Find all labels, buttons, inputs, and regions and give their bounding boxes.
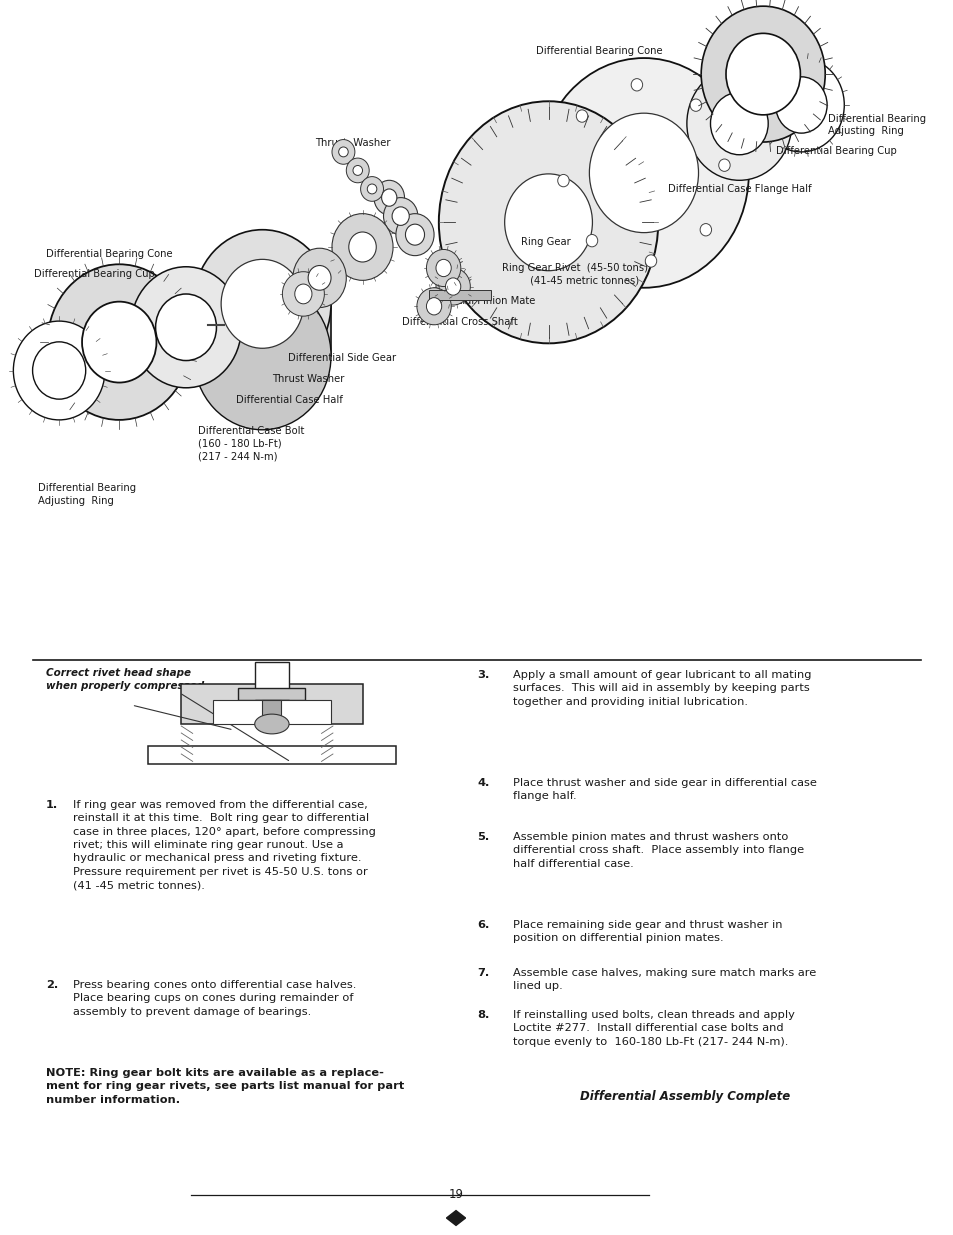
Ellipse shape — [445, 278, 460, 295]
Ellipse shape — [155, 294, 216, 361]
Ellipse shape — [360, 177, 383, 201]
Ellipse shape — [332, 214, 393, 280]
Bar — [254, 700, 289, 713]
Ellipse shape — [338, 147, 348, 157]
Ellipse shape — [32, 342, 86, 399]
Ellipse shape — [644, 254, 656, 267]
Text: Differential Pinion Mate: Differential Pinion Mate — [417, 296, 535, 306]
Text: Differential Case Bolt
(160 - 180 Lb-Ft)
(217 - 244 N-m): Differential Case Bolt (160 - 180 Lb-Ft)… — [198, 426, 305, 462]
Polygon shape — [446, 1210, 465, 1225]
Ellipse shape — [700, 224, 711, 236]
Text: Differential Case Flange Half: Differential Case Flange Half — [667, 184, 811, 194]
Text: Ring Gear: Ring Gear — [520, 237, 570, 247]
Ellipse shape — [576, 110, 587, 122]
Text: NOTE: Ring gear bolt kits are available as a replace-
ment for ring gear rivets,: NOTE: Ring gear bolt kits are available … — [46, 1068, 404, 1105]
Ellipse shape — [48, 264, 191, 420]
Text: Thrust  Washer: Thrust Washer — [314, 138, 390, 148]
Text: Differential Cross Shaft: Differential Cross Shaft — [401, 317, 517, 327]
Text: 7.: 7. — [476, 968, 489, 978]
Ellipse shape — [775, 77, 826, 133]
Ellipse shape — [346, 158, 369, 183]
Ellipse shape — [426, 249, 460, 287]
Text: 6.: 6. — [476, 920, 489, 930]
Ellipse shape — [293, 248, 346, 308]
Ellipse shape — [436, 259, 451, 277]
Bar — [254, 662, 289, 690]
Text: If ring gear was removed from the differential case,
reinstall it at this time. : If ring gear was removed from the differ… — [72, 800, 375, 890]
Bar — [429, 290, 491, 300]
Ellipse shape — [13, 321, 105, 420]
Ellipse shape — [710, 93, 767, 154]
Ellipse shape — [221, 259, 303, 348]
Ellipse shape — [131, 267, 241, 388]
Ellipse shape — [294, 284, 312, 304]
Text: 3.: 3. — [476, 671, 489, 680]
Text: Assemble case halves, making sure match marks are
lined up.: Assemble case halves, making sure match … — [513, 968, 816, 992]
Text: Differential Bearing Cone: Differential Bearing Cone — [536, 46, 662, 56]
Ellipse shape — [392, 206, 409, 226]
Bar — [193, 304, 331, 356]
Text: Differential Bearing Cup: Differential Bearing Cup — [34, 269, 155, 279]
Ellipse shape — [349, 232, 375, 262]
Text: Place remaining side gear and thrust washer in
position on differential pinion m: Place remaining side gear and thrust was… — [513, 920, 781, 944]
Ellipse shape — [758, 58, 843, 152]
Text: Apply a small amount of gear lubricant to all mating
surfaces.  This will aid in: Apply a small amount of gear lubricant t… — [513, 671, 811, 706]
Ellipse shape — [436, 268, 470, 305]
Ellipse shape — [254, 714, 289, 734]
Bar — [181, 684, 362, 724]
Ellipse shape — [405, 225, 424, 245]
Text: Differential Bearing Cup: Differential Bearing Cup — [775, 146, 896, 156]
Ellipse shape — [374, 180, 404, 215]
Text: Differential Bearing
Adjusting  Ring: Differential Bearing Adjusting Ring — [38, 483, 136, 505]
Ellipse shape — [631, 79, 642, 91]
Ellipse shape — [193, 230, 331, 378]
Text: 5.: 5. — [476, 832, 489, 842]
Ellipse shape — [725, 33, 800, 115]
Ellipse shape — [686, 67, 791, 180]
Text: 2.: 2. — [46, 981, 58, 990]
Ellipse shape — [395, 214, 434, 256]
Text: Correct rivet head shape
when properly compressed: Correct rivet head shape when properly c… — [46, 668, 204, 690]
Ellipse shape — [426, 298, 441, 315]
Text: 4.: 4. — [476, 778, 489, 788]
Ellipse shape — [383, 198, 417, 235]
Ellipse shape — [82, 301, 156, 383]
Ellipse shape — [718, 159, 729, 172]
Ellipse shape — [538, 58, 748, 288]
Ellipse shape — [558, 174, 569, 186]
Text: 19: 19 — [448, 1188, 463, 1200]
Text: Ring Gear Rivet  (45-50 tons)
         (41-45 metric tonnes): Ring Gear Rivet (45-50 tons) (41-45 metr… — [501, 263, 647, 285]
Text: Differential Case Half: Differential Case Half — [235, 395, 342, 405]
Text: If reinstalling used bolts, clean threads and apply
Loctite #277.  Install diffe: If reinstalling used bolts, clean thread… — [513, 1010, 794, 1047]
Text: Assemble pinion mates and thrust washers onto
differential cross shaft.  Place a: Assemble pinion mates and thrust washers… — [513, 832, 803, 868]
Text: Thrust Washer: Thrust Washer — [272, 374, 344, 384]
Bar — [148, 746, 395, 764]
Ellipse shape — [689, 99, 700, 111]
Text: Differential Bearing Cone: Differential Bearing Cone — [46, 249, 172, 259]
Ellipse shape — [367, 184, 376, 194]
Ellipse shape — [332, 140, 355, 164]
Ellipse shape — [193, 282, 331, 430]
Text: Place thrust washer and side gear in differential case
flange half.: Place thrust washer and side gear in dif… — [513, 778, 817, 802]
Ellipse shape — [381, 189, 396, 206]
Ellipse shape — [504, 174, 592, 270]
Ellipse shape — [586, 235, 598, 247]
Ellipse shape — [282, 272, 324, 316]
Ellipse shape — [700, 6, 824, 142]
Text: Differential Side Gear: Differential Side Gear — [288, 353, 395, 363]
Bar — [238, 688, 305, 700]
Text: Differential Bearing
Adjusting  Ring: Differential Bearing Adjusting Ring — [827, 114, 925, 136]
Text: 1.: 1. — [46, 800, 58, 810]
Text: 8.: 8. — [476, 1010, 489, 1020]
Ellipse shape — [308, 266, 331, 290]
Ellipse shape — [589, 114, 698, 232]
Ellipse shape — [353, 165, 362, 175]
Text: Differential Assembly Complete: Differential Assembly Complete — [579, 1091, 789, 1103]
Text: Press bearing cones onto differential case halves.
Place bearing cups on cones d: Press bearing cones onto differential ca… — [72, 981, 355, 1016]
Bar — [262, 700, 281, 724]
Ellipse shape — [416, 288, 451, 325]
Bar — [213, 700, 331, 724]
Ellipse shape — [438, 101, 658, 343]
